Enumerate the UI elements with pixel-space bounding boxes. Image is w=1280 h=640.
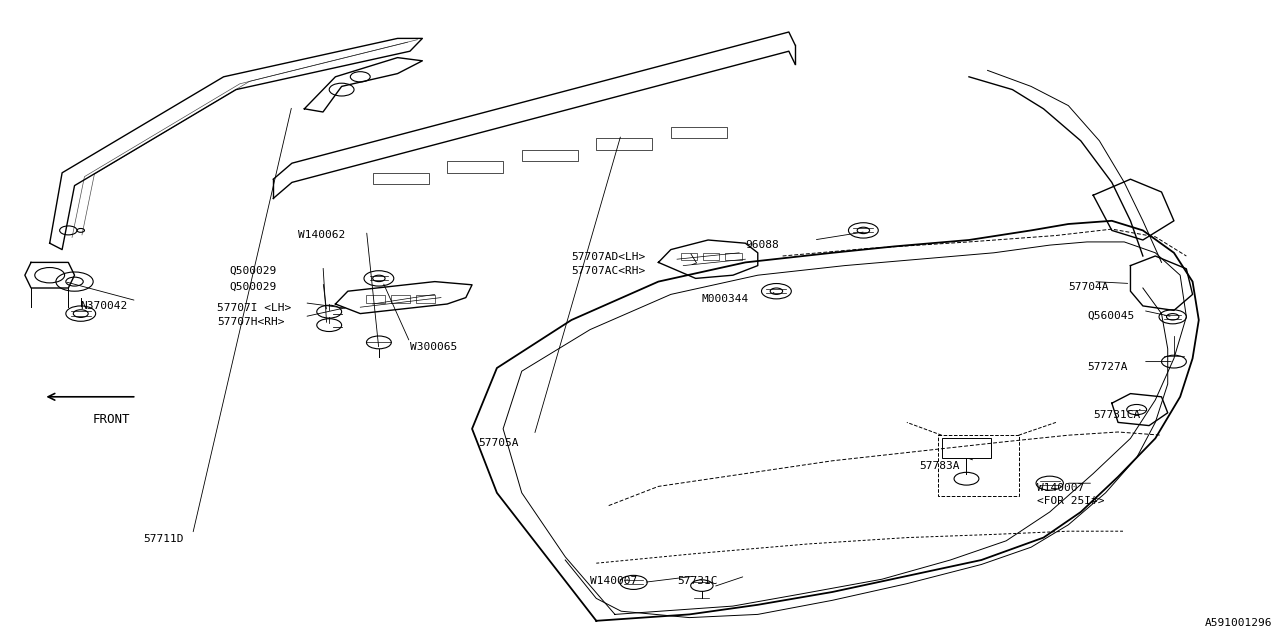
Text: W140007: W140007 <box>1037 483 1084 493</box>
Text: 57783A: 57783A <box>919 461 960 471</box>
Text: Q500029: Q500029 <box>230 282 276 292</box>
Bar <box>596 138 653 150</box>
Text: Q560045: Q560045 <box>1087 310 1134 321</box>
Text: 57707AC<RH>: 57707AC<RH> <box>571 266 645 276</box>
Text: M000344: M000344 <box>701 294 749 305</box>
Text: 57727A: 57727A <box>1087 362 1128 372</box>
Bar <box>671 127 727 138</box>
Text: N370042: N370042 <box>81 301 128 311</box>
Bar <box>681 253 696 260</box>
Text: Q500029: Q500029 <box>230 266 276 276</box>
Bar <box>416 295 435 303</box>
Text: 57705A: 57705A <box>479 438 518 449</box>
Bar <box>942 438 991 458</box>
Text: FRONT: FRONT <box>93 413 131 426</box>
Text: 96088: 96088 <box>745 240 780 250</box>
Text: W300065: W300065 <box>410 342 457 353</box>
Text: <FOR 25I#>: <FOR 25I#> <box>1037 496 1105 506</box>
Bar <box>366 295 385 303</box>
Text: A591001296: A591001296 <box>1204 618 1272 628</box>
Bar <box>372 173 429 184</box>
Text: 57731C: 57731C <box>677 576 718 586</box>
Bar <box>703 253 719 260</box>
Text: W140007: W140007 <box>590 576 637 586</box>
Bar <box>726 253 741 260</box>
Bar <box>447 161 503 173</box>
Text: 57704A: 57704A <box>1069 282 1108 292</box>
Text: 57707H<RH>: 57707H<RH> <box>218 317 285 327</box>
Text: 57711D: 57711D <box>143 534 183 545</box>
Text: W140062: W140062 <box>298 230 346 241</box>
Bar <box>522 150 577 161</box>
Text: 57707I <LH>: 57707I <LH> <box>218 303 292 313</box>
Text: 57731CA: 57731CA <box>1093 410 1140 420</box>
Bar <box>392 295 410 303</box>
Text: 57707AD<LH>: 57707AD<LH> <box>571 252 645 262</box>
